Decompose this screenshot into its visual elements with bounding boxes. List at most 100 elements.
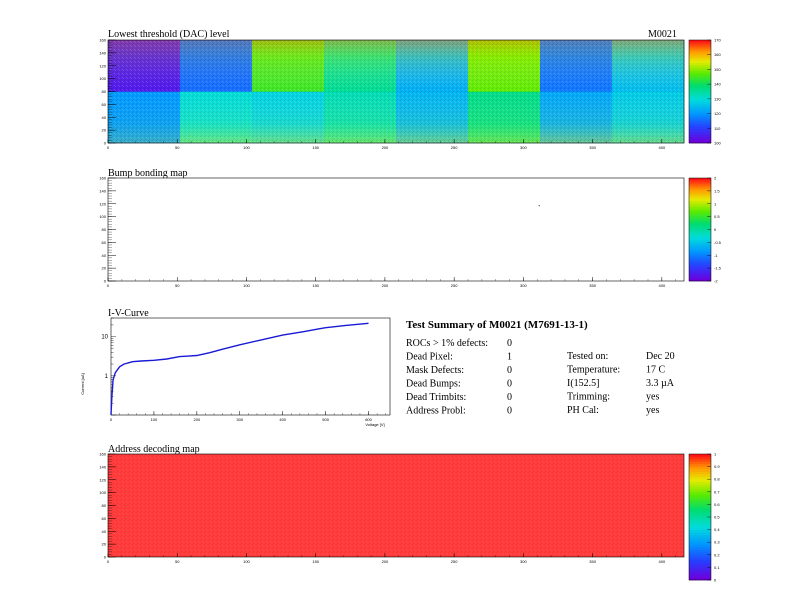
bump-y-tick-label: 0 (104, 279, 107, 284)
threshold-scale-band (689, 101, 711, 105)
threshold-y-tick-label: 160 (99, 38, 106, 43)
bump-scale-band (689, 204, 711, 208)
bump-scale-band (689, 186, 711, 189)
iv-y-tick-label: 10 (101, 335, 108, 341)
summary-left-label: ROCs > 1% defects: (406, 338, 488, 349)
address-scale-band (689, 454, 711, 457)
address-scale-band (689, 496, 711, 500)
iv-x-label: Voltage [V] (365, 422, 384, 427)
threshold-scale-band (689, 105, 711, 109)
bump-y-tick-label: 60 (102, 240, 107, 245)
threshold-scale-band (689, 87, 711, 90)
threshold-scale-band (689, 126, 711, 129)
bump-scale-band (689, 178, 711, 181)
iv-y-tick-label: 1 (105, 374, 109, 380)
address-scale-band (689, 542, 711, 546)
address-scale-label: 0.8 (714, 477, 720, 482)
bump-scale-band (689, 256, 711, 259)
address-scale-band (689, 474, 711, 477)
threshold-scale-label: 170 (714, 38, 721, 43)
threshold-scale-band (689, 72, 711, 76)
address-scale-band (689, 547, 711, 551)
bump-scale-band (689, 206, 711, 210)
bump-scale-band (689, 225, 711, 228)
bump-scale-band (689, 272, 711, 276)
bump-scale-band (689, 219, 711, 222)
address-scale-band (689, 534, 711, 538)
address-y-tick-label: 0 (104, 555, 107, 560)
address-scale-band (689, 511, 711, 515)
bump-scale-band (689, 237, 711, 241)
bump-scale-band (689, 278, 711, 282)
address-scale-label: 0.2 (714, 552, 720, 557)
threshold-scale-band (689, 122, 711, 125)
threshold-scale-band (689, 42, 711, 45)
iv-x-tick-label: 0 (110, 417, 113, 422)
bump-x-tick-label: 250 (451, 283, 458, 288)
threshold-x-tick-label: 300 (520, 145, 527, 150)
test-summary: Test Summary of M0021 (M7691-13-1) ROCs … (406, 319, 675, 417)
threshold-y-axis: 0 20 40 60 80 100 120 140 160 (99, 38, 116, 146)
address-scale-band (689, 504, 711, 508)
bump-y-tick-label: 100 (99, 214, 106, 219)
address-y-tick-label: 140 (99, 464, 106, 469)
bump-y-tick-label: 120 (99, 201, 106, 206)
address-scale-label: 0.3 (714, 540, 720, 545)
bump-scale-band (689, 266, 711, 269)
iv-curve-line (110, 322, 369, 416)
bump-scale-band (689, 276, 711, 280)
bump-scale-band (689, 182, 711, 185)
address-scale-band (689, 466, 711, 470)
bump-scale-band (689, 208, 711, 212)
address-scale-band (689, 527, 711, 530)
iv-x-tick-label: 400 (279, 417, 286, 422)
threshold-x-tick-label: 150 (312, 145, 319, 150)
threshold-x-tick-label: 200 (382, 145, 389, 150)
address-scale-band (689, 476, 711, 480)
threshold-scale-band (689, 134, 711, 138)
summary-right-label: Tested on: (567, 351, 608, 362)
bump-scale-label: -1.5 (714, 266, 722, 271)
address-scale-band (689, 519, 711, 523)
address-scale-band (689, 509, 711, 513)
threshold-color-scale: 100 110 120 130 140 150 160 170 (688, 38, 721, 146)
bump-scale-band (689, 192, 711, 195)
bump-scale-band (689, 196, 711, 199)
address-noise-overlay (108, 454, 684, 557)
bump-scale-band (689, 243, 711, 247)
threshold-scale-label: 140 (714, 82, 721, 87)
threshold-scale-label: 100 (714, 141, 721, 146)
bump-scale-band (689, 198, 711, 201)
iv-y-label: Current [uA] (80, 373, 85, 395)
bump-scale-label: 1.5 (714, 188, 720, 193)
address-y-tick-label: 100 (99, 490, 106, 495)
address-scale-band (689, 486, 711, 490)
address-x-tick-label: 50 (175, 559, 180, 564)
threshold-scale-band (689, 93, 711, 96)
threshold-x-tick-label: 250 (451, 145, 458, 150)
address-scale-band (689, 506, 711, 510)
bump-title: Bump bonding map (108, 168, 187, 179)
address-scale-band (689, 569, 711, 573)
address-scale-band (689, 537, 711, 540)
address-scale-label: 0.6 (714, 502, 720, 507)
threshold-scale-band (689, 81, 711, 84)
bump-scale-band (689, 184, 711, 187)
address-scale-band (689, 459, 711, 462)
address-scale-label: 0.7 (714, 489, 720, 494)
summary-left-value: 0 (507, 379, 512, 390)
bump-scale-band (689, 213, 711, 216)
bump-scale-band (689, 227, 711, 230)
address-scale-band (689, 564, 711, 568)
bump-scale-band (689, 217, 711, 220)
bump-x-tick-label: 150 (312, 283, 319, 288)
address-scale-band (689, 529, 711, 533)
address-y-tick-label: 120 (99, 477, 106, 482)
threshold-scale-band (689, 68, 711, 72)
threshold-scale-band (689, 64, 711, 68)
bump-plot-area (108, 178, 684, 281)
address-x-tick-label: 0 (107, 559, 110, 564)
address-scale-band (689, 481, 711, 485)
iv-frame (110, 317, 391, 416)
